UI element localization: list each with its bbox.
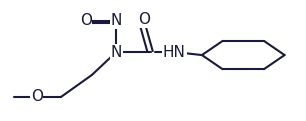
Text: HN: HN	[163, 45, 186, 60]
Text: N: N	[110, 45, 122, 60]
Text: O: O	[138, 12, 150, 27]
Text: O: O	[80, 13, 92, 28]
Text: O: O	[31, 89, 43, 104]
Text: N: N	[110, 13, 122, 28]
